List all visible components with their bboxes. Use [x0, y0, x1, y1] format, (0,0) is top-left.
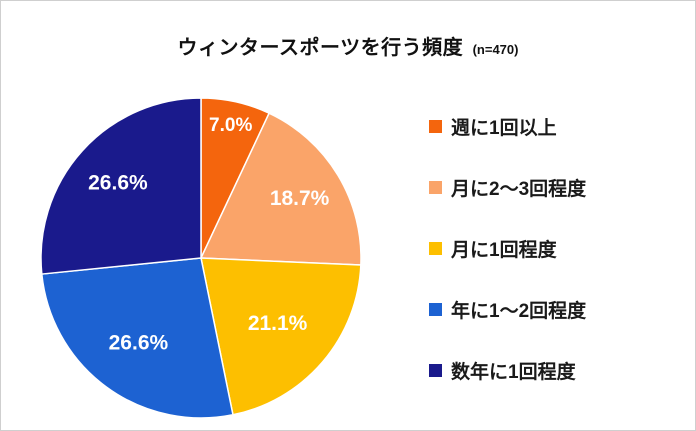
pie-slice-label-3: 21.1% — [248, 312, 308, 335]
chart-title: ウィンタースポーツを行う頻度 — [177, 37, 464, 59]
legend-swatch — [429, 302, 442, 316]
legend-swatch — [429, 119, 442, 133]
pie-slice-4 — [41, 257, 234, 419]
legend-item-4: 年に1～2回程度 — [429, 296, 586, 322]
legend-item-1: 週に1回以上 — [429, 113, 586, 139]
legend-label: 週に1回以上 — [451, 117, 557, 139]
legend-swatch — [429, 180, 442, 194]
chart-header: ウィンタースポーツを行う頻度 (n=470) — [1, 31, 695, 60]
pie-chart: 7.0% 18.7% 21.1% 26.6% 26.6% — [40, 97, 362, 419]
pie-slice-2 — [200, 112, 362, 266]
legend-label: 数年に1回程度 — [451, 361, 576, 383]
legend-label: 月に2～3回程度 — [451, 178, 587, 200]
legend-label: 月に1回程度 — [451, 239, 557, 261]
legend-item-2: 月に2～3回程度 — [429, 174, 586, 200]
pie-slice-5 — [40, 97, 202, 275]
pie-slice-label-5: 26.6% — [88, 171, 148, 194]
pie-slice-label-1: 7.0% — [209, 115, 252, 136]
legend-item-5: 数年に1回程度 — [429, 357, 586, 383]
pie-slice-3 — [200, 257, 362, 416]
legend-swatch — [429, 241, 442, 255]
legend-item-3: 月に1回程度 — [429, 235, 586, 261]
legend-label: 年に1～2回程度 — [451, 300, 587, 322]
pie-slice-label-4: 26.6% — [109, 332, 169, 355]
pie-slice-label-2: 18.7% — [270, 187, 330, 210]
sample-size: (n=470) — [472, 42, 519, 57]
legend: 週に1回以上月に2～3回程度 月に1回程度年に1～2回程度 数年に1回程度 — [429, 113, 586, 383]
legend-swatch — [429, 363, 442, 377]
